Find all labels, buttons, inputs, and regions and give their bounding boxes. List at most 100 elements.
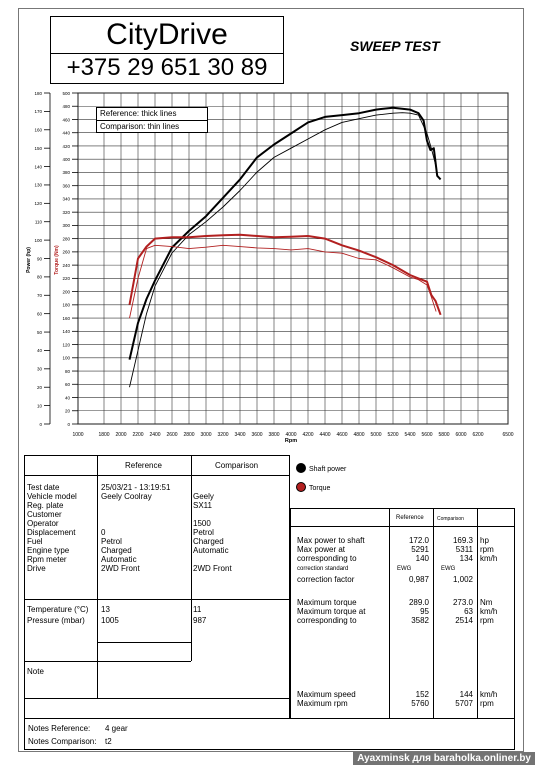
info-label-2: Reg. plate — [27, 501, 64, 510]
power-tick-label-0: 180 — [34, 91, 42, 96]
power-tick-label-17: 10 — [37, 403, 43, 408]
correction-factor-cmp: 1,002 — [452, 575, 473, 584]
power-tick-label-16: 20 — [37, 385, 43, 390]
notes-reference-label: Notes Reference: — [28, 724, 91, 733]
x-tick-label-2: 2000 — [115, 432, 126, 438]
power-tick-label-1: 170 — [34, 109, 42, 114]
info-ref-value-7: Charged — [101, 546, 132, 555]
correction-factor-label: correction factor — [297, 575, 355, 584]
x-tick-label-18: 5200 — [387, 432, 398, 438]
legend-shaft-power: Shaft power — [309, 466, 347, 473]
info-cmp-value-5: Petrol — [193, 528, 214, 537]
info-label-9: Drive — [27, 564, 46, 573]
notes-comparison-label: Notes Comparison: — [28, 737, 97, 746]
torque-tick-label-8: 340 — [62, 197, 70, 202]
info-label-1: Vehicle model — [27, 492, 77, 501]
torque-tick-label-18: 140 — [62, 329, 70, 334]
power-tick-label-6: 120 — [34, 201, 42, 206]
torque-tick-label-7: 360 — [62, 183, 70, 188]
brand-phone: +375 29 651 30 89 — [51, 53, 283, 82]
corresponding-speed-cmp: 134 — [459, 554, 473, 563]
pressure-label: Pressure (mbar) — [27, 616, 85, 625]
info-cmp-value-1: Geely — [193, 492, 214, 501]
power-tick-label-11: 70 — [37, 293, 43, 298]
max-torque-unit: Nm — [480, 598, 493, 607]
x-tick-label-6: 2800 — [183, 432, 194, 438]
x-tick-label-7: 3000 — [200, 432, 211, 438]
max-torque-label: Maximum torque — [297, 598, 357, 607]
max-power-label: Max power to shaft — [297, 536, 365, 545]
report-page — [18, 8, 524, 752]
max-power-ref: 172.0 — [408, 536, 429, 545]
max-speed-ref: 152 — [415, 690, 429, 699]
x-tick-label-5: 2600 — [166, 432, 177, 438]
power-tick-label-3: 150 — [34, 146, 42, 151]
torque-tick-label-11: 280 — [62, 236, 70, 241]
x-tick-label-23: 6200 — [472, 432, 483, 438]
torque-tick-label-6: 380 — [62, 170, 70, 175]
info-cmp-value-2: SX11 — [193, 501, 212, 510]
x-tick-label-8: 3200 — [217, 432, 228, 438]
x-tick-label-12: 4000 — [285, 432, 296, 438]
correction-standard-cmp: EWG — [441, 566, 456, 572]
x-tick-label-16: 4800 — [353, 432, 364, 438]
info-label-8: Rpm meter — [27, 555, 67, 564]
right-col-comparison: Comparison — [437, 516, 464, 522]
torque-tick-label-20: 100 — [62, 356, 70, 361]
max-torque-at-cmp: 63 — [464, 607, 473, 616]
power-tick-label-15: 30 — [37, 367, 43, 372]
series-line-1 — [129, 112, 437, 388]
power-tick-label-18: 0 — [39, 422, 42, 427]
info-label-5: Displacement — [27, 528, 76, 537]
torque-tick-label-22: 60 — [65, 382, 71, 387]
info-label-7: Engine type — [27, 546, 70, 555]
pressure-cmp: 987 — [193, 616, 207, 625]
notes-box: Notes Reference: 4 gear Notes Comparison… — [24, 718, 515, 750]
max-torque-cmp: 273.0 — [452, 598, 473, 607]
x-tick-label-22: 6000 — [455, 432, 466, 438]
torque-tick-label-1: 480 — [62, 104, 70, 109]
max-rpm-cmp: 5707 — [455, 699, 473, 708]
temperature-label: Temperature (°C) — [27, 605, 89, 614]
info-cmp-value-4: 1500 — [193, 519, 211, 528]
x-tick-label-9: 3400 — [234, 432, 245, 438]
corresponding-rpm-unit: rpm — [480, 616, 494, 625]
max-torque-at-ref: 95 — [420, 607, 429, 616]
correction-factor-ref: 0,987 — [408, 575, 429, 584]
x-tick-label-19: 5400 — [404, 432, 415, 438]
torque-tick-label-13: 240 — [62, 263, 70, 268]
vehicle-info-table: Reference Comparison Test date Vehicle mo… — [24, 455, 290, 719]
x-tick-label-17: 5000 — [370, 432, 381, 438]
x-tick-label-4: 2400 — [149, 432, 160, 438]
results-table: Reference Comparison Max power to shaft … — [290, 508, 515, 719]
brand-box: CityDrive +375 29 651 30 89 — [50, 16, 284, 84]
torque-dot-icon — [296, 482, 306, 492]
torque-tick-label-10: 300 — [62, 223, 70, 228]
power-tick-label-7: 110 — [35, 220, 43, 225]
x-tick-label-11: 3800 — [268, 432, 279, 438]
max-power-unit: hp — [480, 536, 489, 545]
torque-tick-label-25: 0 — [67, 422, 70, 427]
corresponding-rpm-cmp: 2514 — [455, 616, 473, 625]
info-ref-value-6: Petrol — [101, 537, 122, 546]
series-legend: Shaft power Torque — [290, 455, 513, 507]
brand-name: CityDrive — [106, 18, 228, 51]
torque-tick-label-17: 160 — [62, 316, 70, 321]
x-axis-title: Rpm — [285, 438, 297, 444]
max-power-at-unit: rpm — [480, 545, 494, 554]
torque-tick-label-23: 40 — [65, 395, 71, 400]
x-tick-label-20: 5600 — [421, 432, 432, 438]
power-tick-label-9: 90 — [37, 256, 43, 261]
max-speed-cmp: 144 — [459, 690, 473, 699]
pressure-ref: 1005 — [101, 616, 119, 625]
notes-comparison-value: t2 — [105, 737, 112, 746]
corresponding-speed-label: corresponding to — [297, 554, 357, 563]
right-col-reference: Reference — [396, 515, 424, 521]
power-tick-label-10: 80 — [37, 275, 43, 280]
torque-tick-label-4: 420 — [62, 144, 70, 149]
max-speed-unit: km/h — [480, 690, 498, 699]
plot-frame — [77, 92, 509, 425]
x-tick-label-1: 1800 — [98, 432, 109, 438]
x-tick-label-0: 1000 — [72, 432, 83, 438]
correction-standard-ref: EWG — [397, 566, 412, 572]
